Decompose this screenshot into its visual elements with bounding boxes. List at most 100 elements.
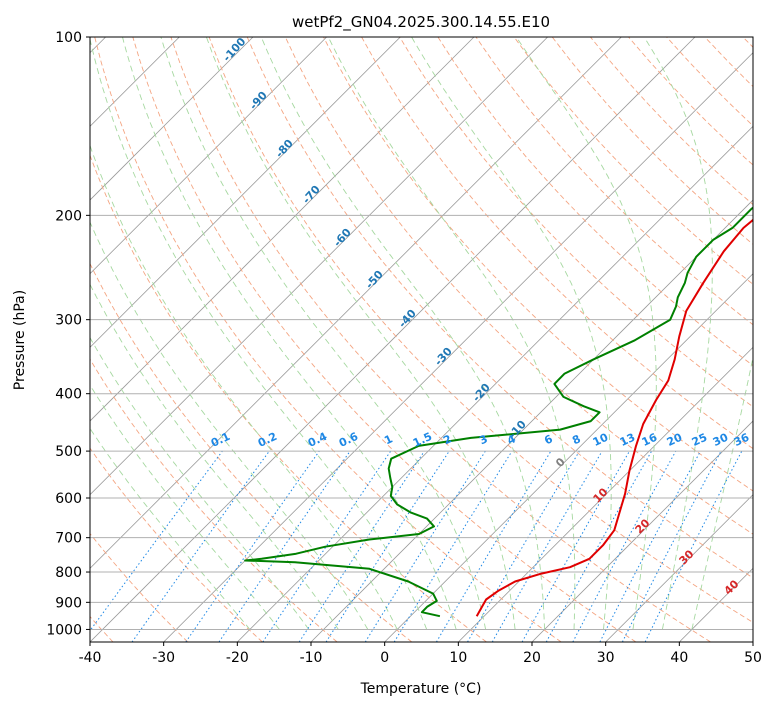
mixing-ratio-line bbox=[644, 450, 743, 642]
moist-adiabat-line bbox=[260, 37, 546, 630]
mixing-ratio-label: 0.2 bbox=[256, 430, 279, 450]
moist-adiabat-label: 0 bbox=[553, 455, 568, 470]
dry-adiabat-line bbox=[90, 262, 413, 642]
isotherm-line bbox=[384, 273, 753, 642]
dry-adiabat-line bbox=[90, 358, 338, 642]
mixing-ratio-line bbox=[325, 450, 450, 642]
dry-adiabat-label: -100 bbox=[220, 35, 248, 64]
dewpoint-line bbox=[244, 206, 753, 618]
dry-adiabat-label: -30 bbox=[432, 345, 455, 369]
temperature-line bbox=[475, 218, 753, 617]
moist-adiabat-line bbox=[90, 221, 369, 630]
mixing-ratio-label: 3 bbox=[477, 432, 489, 447]
mixing-ratio-line bbox=[599, 450, 701, 642]
moist-adiabat-label: 10 bbox=[591, 485, 611, 505]
mixing-ratio-label: 16 bbox=[640, 431, 660, 449]
dry-adiabat-line bbox=[90, 154, 487, 642]
y-tick-label: 600 bbox=[55, 491, 82, 507]
y-tick-label: 900 bbox=[55, 595, 82, 611]
dry-adiabat-line bbox=[170, 37, 711, 642]
mixing-ratio-line bbox=[545, 450, 653, 642]
dry-adiabat-line bbox=[94, 37, 562, 642]
y-tick-label: 800 bbox=[55, 565, 82, 581]
y-tick-label: 1000 bbox=[46, 622, 82, 638]
moist-adiabat-line bbox=[90, 427, 251, 630]
moist-adiabat-label: 30 bbox=[677, 547, 697, 567]
moist-adiabat-line bbox=[643, 37, 713, 630]
mixing-ratio-label: 0.6 bbox=[337, 430, 360, 450]
dry-adiabat-label: -50 bbox=[363, 268, 386, 292]
dry-adiabat-line bbox=[132, 37, 637, 642]
mixing-ratio-label: 6 bbox=[542, 432, 555, 447]
mixing-ratio-label: 1 bbox=[382, 432, 394, 447]
dry-adiabat-line bbox=[399, 37, 753, 408]
reference-line-labels: -100-90-80-70-60-50-40-30-20-100.1 0.2 0.4… bbox=[209, 35, 752, 598]
y-axis: 1000 900 800 700 600 500 400 300 200 100 bbox=[46, 30, 90, 638]
dry-adiabat-line bbox=[513, 37, 753, 285]
mixing-ratio-label: 36 bbox=[732, 431, 752, 449]
mixing-ratio-label: 10 bbox=[591, 431, 611, 449]
moist-adiabat-line bbox=[90, 37, 428, 630]
mixing-ratio-line bbox=[572, 450, 677, 642]
isotherm-line bbox=[531, 420, 753, 642]
x-tick-label: -30 bbox=[152, 650, 175, 666]
isotherm-line bbox=[90, 37, 327, 275]
isotherm-line bbox=[90, 37, 475, 422]
dry-adiabat-label: -70 bbox=[300, 183, 323, 207]
isotherm-line bbox=[237, 125, 753, 642]
x-tick-label: -20 bbox=[226, 650, 249, 666]
isotherm-line bbox=[90, 37, 401, 348]
dry-adiabat-line bbox=[551, 37, 753, 245]
isotherm-line bbox=[163, 52, 753, 642]
moist-adiabat-line bbox=[327, 37, 576, 630]
mixing-ratio-line bbox=[131, 450, 270, 642]
dry-adiabat-label: -90 bbox=[247, 89, 270, 113]
mixing-ratio-line bbox=[90, 450, 223, 632]
profile-series bbox=[244, 206, 753, 618]
pressure-grid bbox=[90, 37, 753, 630]
x-tick-label: -10 bbox=[300, 650, 323, 666]
dry-adiabat-label: -20 bbox=[470, 381, 493, 405]
x-axis-label: Temperature (°C) bbox=[360, 681, 482, 697]
mixing-ratio-line bbox=[521, 450, 630, 642]
moist-adiabat-line bbox=[90, 384, 280, 630]
y-tick-label: 300 bbox=[55, 313, 82, 329]
moist-adiabat-line bbox=[90, 283, 339, 630]
dry-adiabat-line bbox=[90, 447, 263, 642]
mixing-ratio-line bbox=[393, 450, 513, 642]
plot-frame bbox=[89, 36, 754, 643]
mixing-ratio-line bbox=[262, 450, 392, 642]
background-lines bbox=[90, 37, 753, 642]
isotherm-line bbox=[605, 494, 753, 642]
mixing-ratio-line bbox=[185, 450, 320, 642]
isotherm-line bbox=[90, 37, 622, 569]
y-tick-label: 100 bbox=[55, 30, 82, 46]
isotherm-line bbox=[679, 567, 753, 642]
mixing-ratio-label: 25 bbox=[690, 431, 709, 449]
mixing-ratio-line bbox=[298, 450, 425, 642]
isotherm-line bbox=[90, 37, 254, 201]
moist-adiabat-line bbox=[411, 37, 612, 630]
moist-adiabat-label: 20 bbox=[633, 516, 653, 536]
mixing-ratio-label: 13 bbox=[618, 431, 637, 449]
moist-adiabat-line bbox=[515, 37, 657, 630]
moist-adiabat-label: 40 bbox=[722, 577, 742, 597]
isotherm-line bbox=[90, 37, 548, 496]
mixing-ratio-label: 8 bbox=[570, 432, 582, 447]
mixing-ratio-label: 1.5 bbox=[411, 430, 434, 450]
x-tick-label: 50 bbox=[744, 650, 762, 666]
mixing-ratio-line bbox=[435, 450, 552, 642]
dry-adiabat-label: -40 bbox=[396, 307, 419, 331]
dry-adiabat-line bbox=[90, 532, 189, 642]
x-tick-label: 10 bbox=[449, 650, 467, 666]
chart-title: wetPf2_GN04.2025.300.14.55.E10 bbox=[292, 13, 550, 32]
mixing-ratio-label: 20 bbox=[665, 431, 685, 449]
dry-adiabat-label: -60 bbox=[331, 226, 354, 250]
mixing-ratio-label: 0.4 bbox=[306, 430, 329, 450]
x-axis: -40 -30 -20 -10 0 10 20 30 40 50 bbox=[79, 642, 762, 666]
moist-adiabat-line bbox=[691, 355, 753, 630]
y-tick-label: 400 bbox=[55, 387, 82, 403]
mixing-ratio-label: 30 bbox=[711, 431, 731, 449]
y-axis-label: Pressure (hPa) bbox=[12, 290, 28, 390]
